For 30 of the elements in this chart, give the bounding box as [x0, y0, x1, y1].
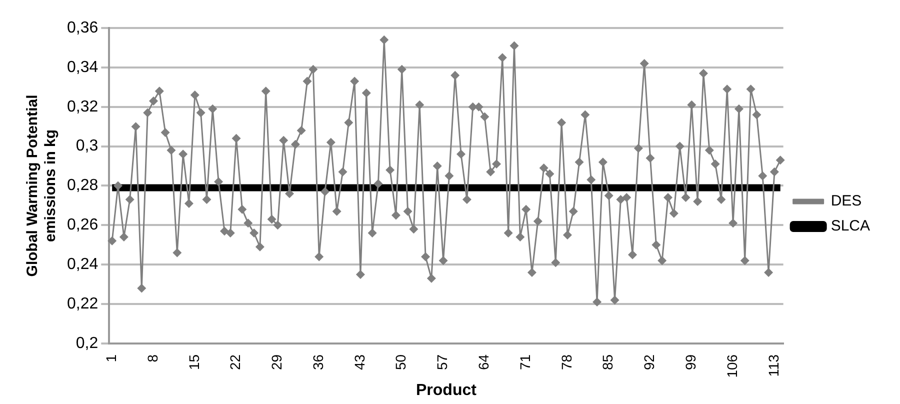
- y-tick-label: 0,3: [76, 138, 98, 155]
- x-tick-label: 71: [516, 354, 533, 370]
- x-tick-label: 15: [186, 354, 202, 370]
- x-tick-label: 106: [724, 354, 740, 378]
- x-tick-label: 113: [765, 354, 782, 377]
- x-tick-label: 8: [144, 354, 160, 362]
- x-tick-label: 99: [682, 354, 699, 370]
- x-axis-title: Product: [416, 382, 478, 399]
- y-tick-label: 0,32: [67, 98, 98, 116]
- x-tick-label: 92: [641, 354, 658, 370]
- x-tick-label: 57: [434, 354, 450, 370]
- x-tick-label: 50: [392, 354, 409, 370]
- y-tick-label: 0,28: [67, 177, 98, 194]
- y-tick-label: 0,24: [67, 256, 98, 273]
- x-tick-label: 64: [476, 354, 492, 370]
- y-tick-label: 0,34: [67, 58, 98, 76]
- legend-label: SLCA: [830, 218, 870, 235]
- legend-label: DES: [830, 192, 862, 210]
- y-tick-label: 0,26: [67, 216, 98, 234]
- y-tick-label: 0,36: [67, 19, 98, 36]
- y-axis-title: Global Warming Potential emissions in kg: [24, 94, 60, 277]
- x-tick-label: 85: [600, 354, 616, 370]
- x-tick-label: 78: [558, 354, 574, 370]
- x-tick-label: 29: [268, 354, 285, 370]
- x-tick-label: 36: [310, 354, 326, 370]
- x-tick-label: 43: [351, 354, 368, 370]
- x-tick-label: 22: [227, 354, 244, 370]
- y-tick-label: 0,22: [67, 295, 98, 312]
- x-tick-label: 1: [102, 354, 119, 362]
- y-tick-label: 0,2: [76, 334, 98, 352]
